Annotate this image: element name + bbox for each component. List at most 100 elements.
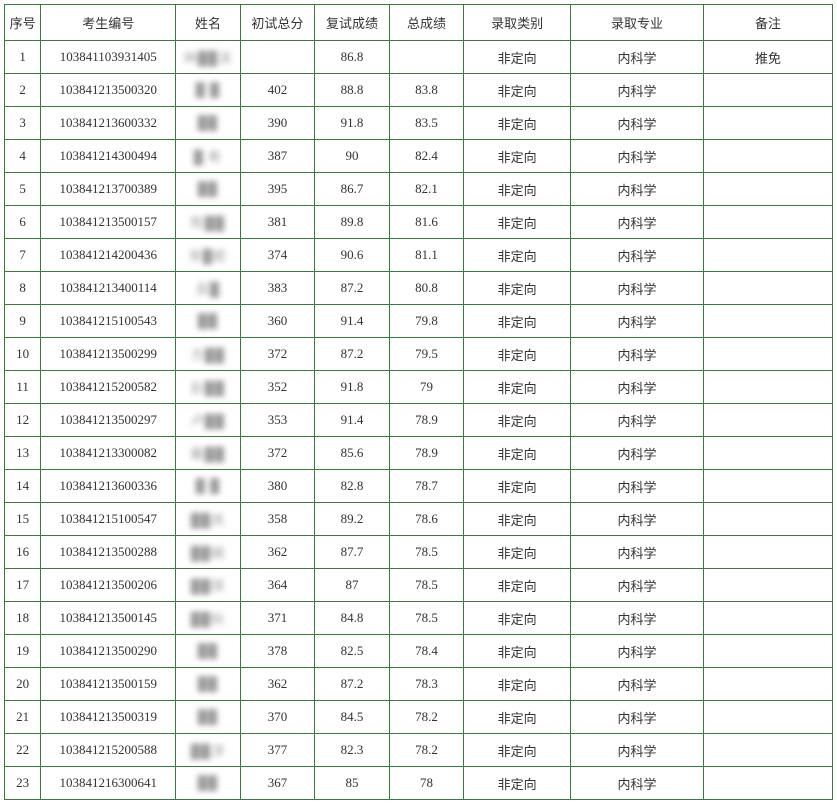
cell-idx: 19 [5, 635, 41, 668]
cell-idx: 13 [5, 437, 41, 470]
cell-name: ██ [176, 701, 240, 734]
header-note: 备注 [703, 5, 832, 41]
cell-id: 103841213700389 [41, 173, 176, 206]
table-row: 20103841213500159██36287.278.3非定向内科学 [5, 668, 833, 701]
table-row: 4103841214300494█ 希3879082.4非定向内科学 [5, 140, 833, 173]
cell-score1: 395 [240, 173, 315, 206]
header-score3: 总成绩 [389, 5, 464, 41]
cell-major: 内科学 [571, 668, 704, 701]
cell-name: 卢██ [176, 404, 240, 437]
cell-name: █ █ [176, 470, 240, 503]
cell-idx: 2 [5, 74, 41, 107]
name-redacted: ██岚 [191, 510, 225, 529]
cell-name: ██ [176, 668, 240, 701]
cell-score3: 78.5 [389, 602, 464, 635]
cell-score3: 79 [389, 371, 464, 404]
table-row: 9103841215100543██36091.479.8非定向内科学 [5, 305, 833, 338]
cell-note [703, 635, 832, 668]
cell-score2: 87.2 [315, 272, 390, 305]
cell-id: 103841213500297 [41, 404, 176, 437]
cell-idx: 15 [5, 503, 41, 536]
cell-score1: 362 [240, 536, 315, 569]
cell-type: 非定向 [464, 107, 571, 140]
cell-idx: 21 [5, 701, 41, 734]
table-row: 10103841213500299方██37287.279.5非定向内科学 [5, 338, 833, 371]
cell-name: 方██ [176, 338, 240, 371]
cell-score1: 370 [240, 701, 315, 734]
cell-idx: 17 [5, 569, 41, 602]
name-redacted: 林██滨 [184, 48, 232, 67]
cell-major: 内科学 [571, 140, 704, 173]
cell-score2: 87.7 [315, 536, 390, 569]
cell-id: 103841213500145 [41, 602, 176, 635]
cell-type: 非定向 [464, 404, 571, 437]
table-row: 5103841213700389██39586.782.1非定向内科学 [5, 173, 833, 206]
cell-type: 非定向 [464, 635, 571, 668]
cell-idx: 11 [5, 371, 41, 404]
cell-score2: 91.4 [315, 305, 390, 338]
cell-major: 内科学 [571, 734, 704, 767]
cell-idx: 4 [5, 140, 41, 173]
cell-idx: 10 [5, 338, 41, 371]
cell-note [703, 404, 832, 437]
cell-idx: 3 [5, 107, 41, 140]
cell-score3: 81.6 [389, 206, 464, 239]
name-redacted: ██ [198, 775, 218, 791]
cell-idx: 8 [5, 272, 41, 305]
cell-name: 彭██ [176, 371, 240, 404]
cell-major: 内科学 [571, 239, 704, 272]
cell-score1: 358 [240, 503, 315, 536]
cell-major: 内科学 [571, 701, 704, 734]
cell-note [703, 239, 832, 272]
cell-score1: 390 [240, 107, 315, 140]
cell-type: 非定向 [464, 470, 571, 503]
table-row: 23103841216300641██3678578非定向内科学 [5, 767, 833, 800]
table-body: 1103841103931405林██滨86.8非定向内科学推免21038412… [5, 41, 833, 800]
cell-note [703, 173, 832, 206]
cell-idx: 20 [5, 668, 41, 701]
cell-type: 非定向 [464, 338, 571, 371]
cell-idx: 6 [5, 206, 41, 239]
cell-score3: 80.8 [389, 272, 464, 305]
table-row: 1103841103931405林██滨86.8非定向内科学推免 [5, 41, 833, 74]
cell-name: ██ [176, 635, 240, 668]
table-row: 17103841213500206██琪3648778.5非定向内科学 [5, 569, 833, 602]
cell-score1: 377 [240, 734, 315, 767]
cell-idx: 12 [5, 404, 41, 437]
cell-id: 103841214200436 [41, 239, 176, 272]
cell-note [703, 338, 832, 371]
cell-id: 103841215100547 [41, 503, 176, 536]
cell-note [703, 668, 832, 701]
cell-score1: 364 [240, 569, 315, 602]
name-redacted: ██娟 [191, 543, 225, 562]
cell-score3: 78.9 [389, 437, 464, 470]
cell-id: 103841213500288 [41, 536, 176, 569]
cell-name: 陈██ [176, 206, 240, 239]
cell-id: 103841213500290 [41, 635, 176, 668]
cell-note [703, 437, 832, 470]
table-row: 18103841213500145██标37184.878.5非定向内科学 [5, 602, 833, 635]
table-row: 12103841213500297卢██35391.478.9非定向内科学 [5, 404, 833, 437]
cell-note: 推免 [703, 41, 832, 74]
cell-name: ██标 [176, 602, 240, 635]
cell-score2: 88.8 [315, 74, 390, 107]
cell-type: 非定向 [464, 173, 571, 206]
cell-score2: 84.8 [315, 602, 390, 635]
cell-id: 103841214300494 [41, 140, 176, 173]
name-redacted: 卢██ [191, 411, 225, 430]
cell-note [703, 74, 832, 107]
cell-name: █ █ [176, 74, 240, 107]
cell-score3: 78 [389, 767, 464, 800]
name-redacted: ██淳 [191, 741, 225, 760]
cell-name: ██淳 [176, 734, 240, 767]
cell-note [703, 206, 832, 239]
table-row: 21103841213500319██37084.578.2非定向内科学 [5, 701, 833, 734]
cell-id: 103841213500320 [41, 74, 176, 107]
cell-idx: 14 [5, 470, 41, 503]
cell-score3 [389, 41, 464, 74]
cell-id: 103841213500159 [41, 668, 176, 701]
header-type: 录取类别 [464, 5, 571, 41]
cell-name: ██岚 [176, 503, 240, 536]
cell-note [703, 767, 832, 800]
name-redacted: █ 希 [194, 147, 222, 166]
